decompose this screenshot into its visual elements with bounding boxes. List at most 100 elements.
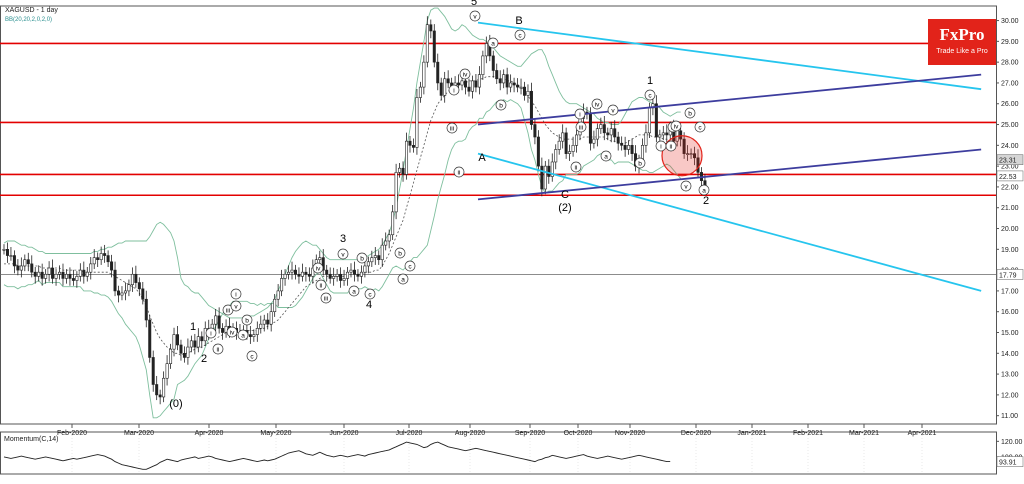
minor-wave-circle [575, 121, 587, 133]
minor-wave-circle [237, 329, 249, 341]
elliott-wave-label: 2 [703, 195, 709, 207]
candle-body [640, 145, 644, 161]
minor-wave-circle [448, 84, 460, 96]
candle-body [193, 340, 197, 348]
candle-body [561, 132, 565, 142]
y-tick-label: 21.00 [1001, 205, 1019, 212]
candle-body [557, 140, 561, 150]
candle-body [304, 271, 308, 275]
candle-body [464, 80, 468, 88]
minor-wave-label: b [688, 111, 692, 118]
bollinger-lower [3, 99, 682, 419]
minor-wave-label: v [473, 14, 477, 21]
candle-body [529, 90, 533, 125]
candle-body [380, 244, 384, 261]
minor-wave-label: c [698, 125, 702, 132]
momentum-line [3, 441, 671, 470]
minor-wave-circle [364, 288, 376, 300]
price-tag-label: 22.53 [999, 174, 1017, 181]
minor-wave-label: iii [226, 308, 230, 315]
minor-wave-circle [446, 122, 458, 134]
minor-wave-label: v [234, 304, 238, 311]
minor-wave-label: a [352, 289, 356, 296]
candle-body [436, 61, 440, 84]
candle-body [290, 269, 294, 273]
elliott-wave-label: (0) [169, 398, 182, 410]
x-tick-label: Aug-2020 [455, 430, 485, 437]
y-tick-label: 24.00 [1001, 143, 1019, 150]
candle-body [484, 43, 488, 57]
minor-wave-label: v [684, 184, 688, 191]
minor-wave-label: iii [579, 125, 583, 132]
x-tick-label: Feb-2021 [793, 430, 823, 437]
chart-title: XAGUSD - 1 day [5, 7, 58, 14]
y-tick-label: 19.00 [1001, 247, 1019, 254]
candle-body [2, 249, 6, 251]
minor-wave-label: i [210, 331, 211, 338]
candle-body [457, 82, 461, 86]
candle-body [616, 136, 620, 144]
candle-body [113, 269, 117, 292]
price-panel-frame [0, 5, 997, 425]
candle-body [16, 265, 20, 271]
candle-body [595, 128, 599, 140]
candle-body [339, 273, 343, 281]
bollinger-upper [3, 7, 681, 319]
candle-body [370, 257, 374, 263]
y-tick-label: 16.00 [1001, 309, 1019, 316]
minor-wave-circle [230, 288, 242, 300]
candle-body [599, 124, 603, 129]
candle-body [141, 288, 145, 300]
candle-body [71, 278, 75, 281]
minor-wave-label: iii [324, 296, 328, 303]
candle-body [120, 292, 124, 296]
x-tick-label: Mar-2020 [124, 430, 154, 437]
candle-body [92, 257, 96, 265]
y-tick-label: 12.00 [1001, 392, 1019, 399]
candle-body [342, 278, 346, 281]
candle-body [19, 265, 23, 271]
x-tick-label: Mar-2021 [849, 430, 879, 437]
elliott-wave-label: 4 [366, 299, 372, 311]
candle-body [169, 348, 173, 364]
candle-body [446, 78, 450, 84]
minor-wave-circle [337, 248, 349, 260]
candle-body [5, 249, 9, 256]
candle-body [592, 138, 596, 144]
minor-wave-circle [680, 180, 692, 192]
candle-body [214, 315, 218, 325]
candle-body [23, 259, 27, 267]
y-tick-label: 17.00 [1001, 288, 1019, 295]
candle-body [630, 145, 634, 154]
candle-body [40, 271, 44, 279]
candle-body [189, 340, 193, 348]
candle-body [408, 140, 412, 146]
candle-body [96, 257, 100, 261]
minor-wave-label: c [408, 264, 412, 271]
candle-body [89, 263, 93, 273]
elliott-wave-label: 2 [201, 353, 207, 365]
minor-wave-label: ii [320, 283, 323, 290]
minor-wave-label: iv [230, 330, 235, 337]
elliott-wave-label: 1 [190, 321, 196, 333]
candle-body [405, 140, 409, 175]
minor-wave-label: b [398, 251, 402, 258]
candle-body [9, 255, 13, 257]
candle-body [287, 271, 291, 275]
candle-body [394, 172, 398, 213]
momentum-title: Momentum(C,14) [4, 436, 58, 443]
y-tick-label: 26.00 [1001, 101, 1019, 108]
minor-wave-label: i [235, 292, 236, 299]
minor-wave-circle [469, 10, 481, 22]
y-tick-label: 13.00 [1001, 372, 1019, 379]
minor-wave-circle [205, 327, 217, 339]
minor-wave-circle [348, 285, 360, 297]
trend-channel-line [477, 73, 982, 126]
x-tick-label: Jun-2020 [329, 430, 358, 437]
y-tick-label: 15.00 [1001, 330, 1019, 337]
logo-tagline: Trade Like a Pro [936, 48, 988, 55]
y-tick-label: 22.00 [1001, 184, 1019, 191]
candle-body [172, 334, 176, 350]
candle-body [418, 86, 422, 98]
minor-wave-label: a [702, 188, 706, 195]
